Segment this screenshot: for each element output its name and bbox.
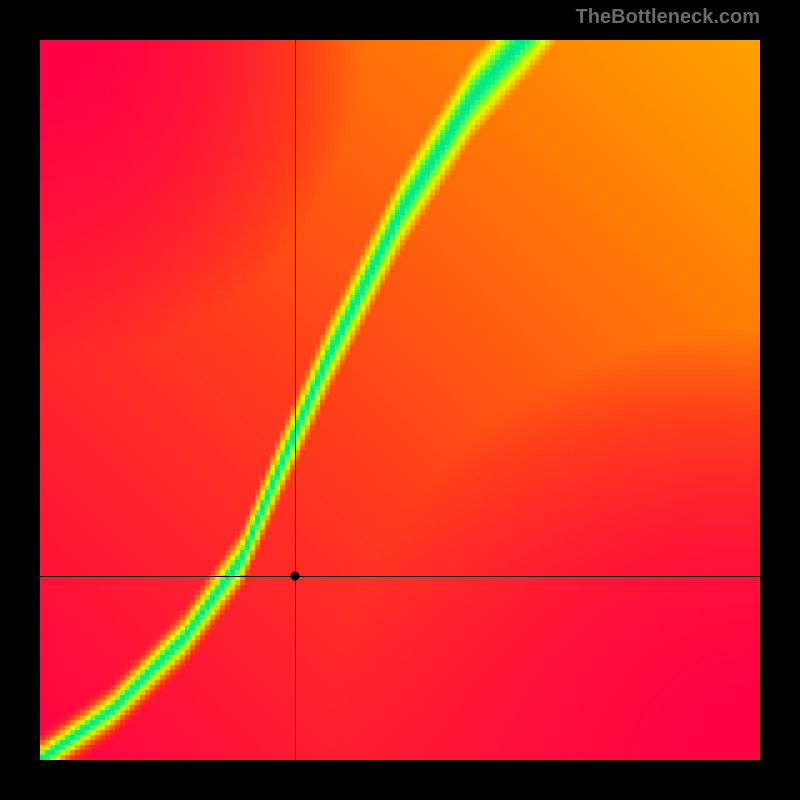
heatmap-canvas <box>40 40 760 760</box>
crosshair-horizontal <box>40 576 760 577</box>
watermark-text: TheBottleneck.com <box>576 6 760 29</box>
plot-frame <box>40 40 760 760</box>
crosshair-vertical <box>295 40 296 760</box>
marker-dot <box>290 572 299 581</box>
